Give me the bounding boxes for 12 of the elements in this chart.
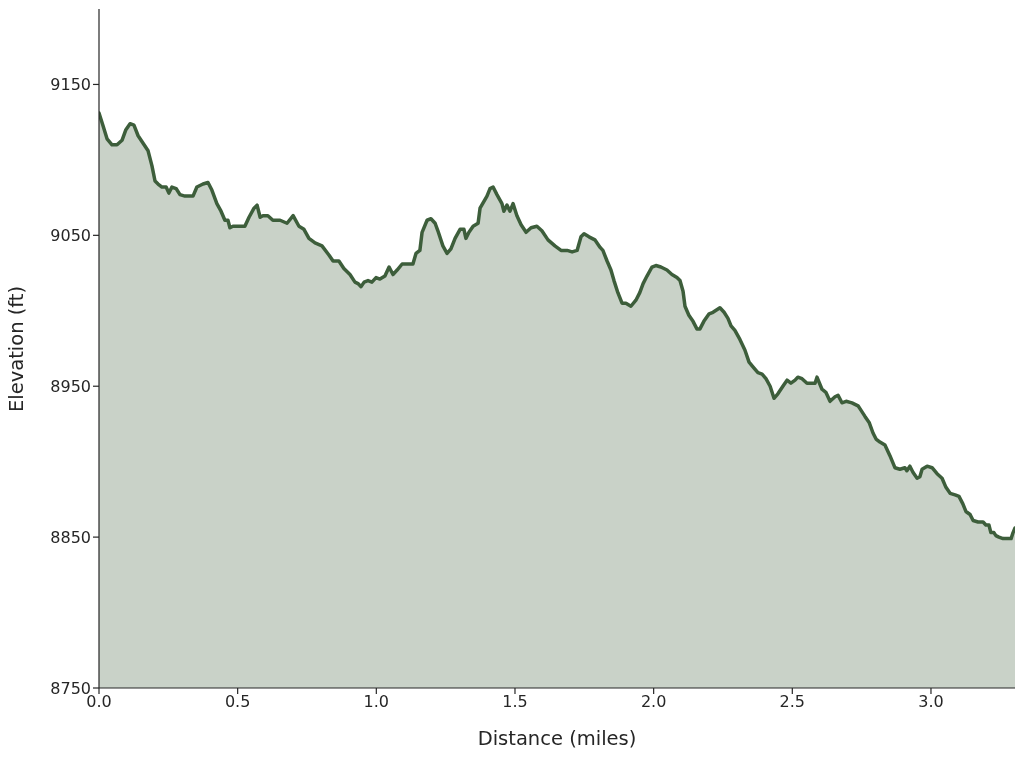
x-tick-label: 0.5 bbox=[224, 692, 251, 712]
y-tick-label: 9150 bbox=[50, 75, 91, 95]
y-tick-label: 8950 bbox=[50, 376, 91, 396]
y-tick-label: 9050 bbox=[50, 226, 91, 246]
x-tick-label: 3.0 bbox=[918, 692, 944, 712]
x-axis-title: Distance (miles) bbox=[477, 727, 637, 750]
x-tick-label: 1.0 bbox=[363, 692, 390, 712]
y-tick-label: 8850 bbox=[50, 527, 91, 547]
y-axis-title: Elevation (ft) bbox=[5, 285, 29, 412]
x-tick-label: 2.5 bbox=[779, 692, 806, 712]
x-tick-label: 2.0 bbox=[640, 692, 667, 712]
x-tick-label: 1.5 bbox=[502, 692, 528, 712]
